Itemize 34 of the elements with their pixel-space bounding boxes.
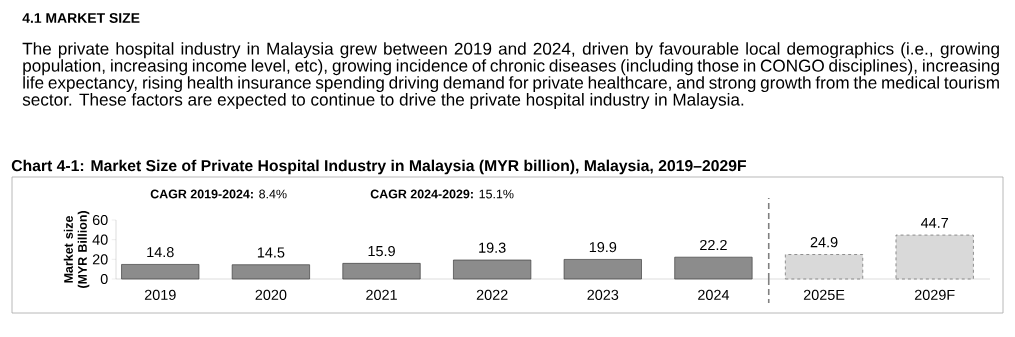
data-label: 24.9	[810, 237, 838, 248]
text: CAGR 2019-2024: 8.4%	[150, 189, 287, 199]
x-tick-label: 2025E	[803, 289, 845, 300]
y-tick-label: 20	[92, 254, 108, 265]
bar	[121, 264, 200, 280]
x-tick-label: 2023	[587, 289, 619, 300]
data-label: 15.9	[368, 245, 395, 257]
bar	[231, 264, 310, 280]
y-tick-label: 40	[92, 234, 108, 245]
chart-title: Chart 4-1: Market Size of Private Hospital Industry in Malaysia (MYR billion), Malaysia, 2019–2029F	[11, 159, 746, 175]
y-axis-title: Market size (MYR Billion)	[63, 211, 90, 288]
x-tick-label: 2021	[366, 289, 397, 300]
bar	[342, 263, 421, 280]
x-tick-label: 2022	[476, 289, 508, 300]
data-label: 14.8	[147, 247, 174, 258]
x-tick-label: 2019	[144, 289, 176, 300]
x-tick-label: 2020	[255, 289, 287, 300]
bar	[563, 259, 642, 280]
bar	[784, 254, 864, 280]
text: The private hospital industry in Malaysia grew between 2019 and 2024, driven by favourable local demographics (i.e., growing population, increasing income level, etc), growing incidence of chronic diseases (including those in CONGO disciplines), increasing life expectancy, rising health insurance spending driving demand for private healthcare, and strong growth from the medical tourism sector. These factors are expected to continue to drive the private hospital industry in Malaysia.	[22, 42, 999, 110]
bar	[453, 259, 532, 280]
chart-subtitle: 4.1 MARKET SIZE	[22, 13, 140, 23]
x-tick-label: 2029F	[914, 289, 955, 300]
y-tick-label: 60	[92, 214, 108, 226]
data-label: 19.9	[589, 242, 617, 253]
x-tick-label: 2024	[698, 289, 730, 300]
bar	[674, 256, 753, 280]
data-label: 44.7	[920, 217, 949, 228]
data-label: 22.2	[700, 239, 727, 250]
y-tick-label: 0	[100, 273, 108, 285]
data-label: 19.3	[479, 242, 506, 253]
bar	[895, 234, 974, 280]
data-label: 14.5	[257, 247, 285, 258]
text: CAGR 2024-2029: 15.1%	[370, 189, 514, 199]
